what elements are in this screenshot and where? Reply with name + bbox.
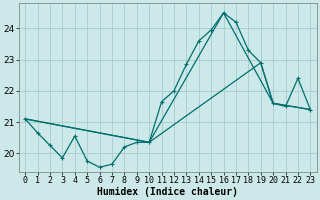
X-axis label: Humidex (Indice chaleur): Humidex (Indice chaleur) <box>97 186 238 197</box>
